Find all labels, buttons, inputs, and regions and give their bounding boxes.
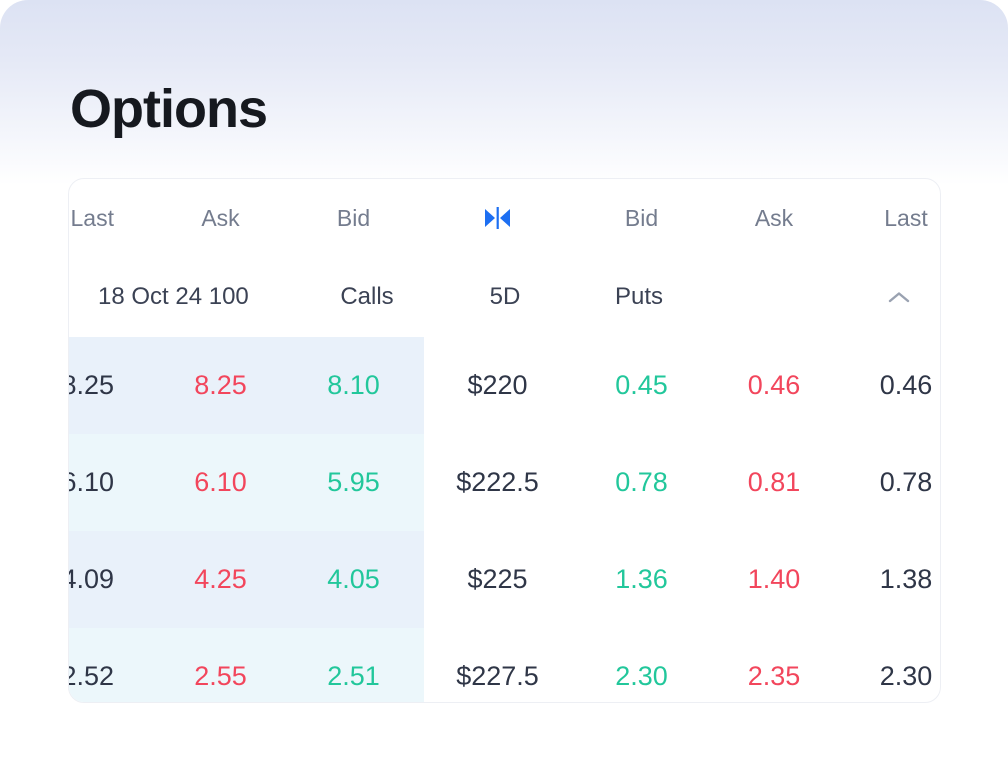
options-chain-table: Last Ask Bid Bid Ask Last 18 Oct 24 100 … xyxy=(68,178,941,703)
collapse-columns-icon[interactable] xyxy=(420,205,575,231)
expiry-label: 18 Oct 24 100 xyxy=(98,283,249,310)
put-last-cell: 1.38 xyxy=(879,564,933,594)
put-bid-cell[interactable]: 0.45 xyxy=(615,370,668,400)
strike-cell: $220 xyxy=(467,370,528,400)
puts-last-header: Last xyxy=(884,204,928,231)
option-row-220[interactable]: 8.25 8.25 8.10 $220 0.45 0.46 0.46 xyxy=(69,337,940,434)
call-bid-cell[interactable]: 2.51 xyxy=(327,661,380,691)
call-ask-cell[interactable]: 6.10 xyxy=(194,467,247,497)
page-title: Options xyxy=(70,79,268,139)
option-row-227-5[interactable]: 2.52 2.55 2.51 $227.5 2.30 2.35 2.30 xyxy=(69,628,940,702)
call-last-cell: 6.10 xyxy=(69,467,114,497)
put-bid-cell[interactable]: 0.78 xyxy=(615,467,668,497)
call-ask-cell[interactable]: 4.25 xyxy=(194,564,247,594)
calls-ask-header: Ask xyxy=(201,204,240,231)
strike-cell: $227.5 xyxy=(456,661,539,691)
call-ask-cell[interactable]: 2.55 xyxy=(194,661,247,691)
call-bid-cell[interactable]: 4.05 xyxy=(327,564,380,594)
put-last-cell: 2.30 xyxy=(879,661,933,691)
puts-section-label: Puts xyxy=(614,283,664,310)
put-bid-cell[interactable]: 2.30 xyxy=(615,661,668,691)
option-row-222-5[interactable]: 6.10 6.10 5.95 $222.5 0.78 0.81 0.78 xyxy=(69,434,940,531)
calls-section-label: Calls xyxy=(340,283,394,310)
calls-last-header: Last xyxy=(70,204,114,231)
puts-bid-header: Bid xyxy=(624,204,659,231)
calls-highlight xyxy=(69,531,424,628)
put-last-cell: 0.46 xyxy=(879,370,933,400)
chevron-up-icon[interactable] xyxy=(886,290,912,304)
call-last-cell: 8.25 xyxy=(69,370,114,400)
call-ask-cell[interactable]: 8.25 xyxy=(194,370,247,400)
put-ask-cell[interactable]: 1.40 xyxy=(747,564,801,594)
strike-cell: $225 xyxy=(467,564,528,594)
expiry-group-row: 18 Oct 24 100 Calls 5D Puts xyxy=(69,257,940,337)
put-last-cell: 0.78 xyxy=(879,467,933,497)
put-bid-cell[interactable]: 1.36 xyxy=(615,564,668,594)
put-ask-cell[interactable]: 0.81 xyxy=(747,467,801,497)
put-ask-cell[interactable]: 0.46 xyxy=(747,370,801,400)
calls-highlight xyxy=(69,628,424,702)
calls-bid-header: Bid xyxy=(336,204,371,231)
call-bid-cell[interactable]: 5.95 xyxy=(327,467,380,497)
strike-cell: $222.5 xyxy=(456,467,539,497)
puts-ask-header: Ask xyxy=(754,204,794,231)
column-header-row: Last Ask Bid Bid Ask Last xyxy=(69,179,940,257)
call-bid-cell[interactable]: 8.10 xyxy=(327,370,380,400)
calls-highlight xyxy=(69,337,424,434)
interval-label: 5D xyxy=(489,283,521,310)
calls-highlight xyxy=(69,434,424,531)
call-last-cell: 2.52 xyxy=(69,661,114,691)
option-row-225[interactable]: 4.09 4.25 4.05 $225 1.36 1.40 1.38 xyxy=(69,531,940,628)
call-last-cell: 4.09 xyxy=(69,564,114,594)
option-rows: 8.25 8.25 8.10 $220 0.45 0.46 0.46 6.10 … xyxy=(69,337,940,702)
put-ask-cell[interactable]: 2.35 xyxy=(747,661,801,691)
